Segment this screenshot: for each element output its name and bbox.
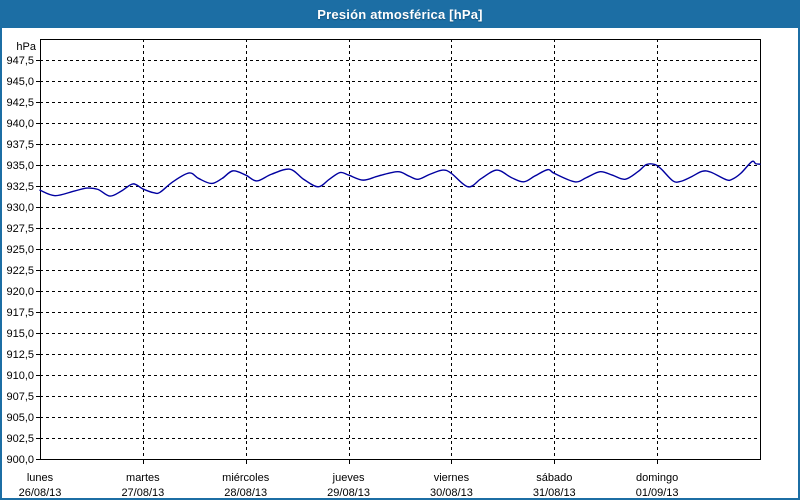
x-axis-date-label: 31/08/13 bbox=[533, 487, 576, 499]
x-axis-date-label: 28/08/13 bbox=[224, 487, 267, 499]
x-axis-weekday-label: martes bbox=[126, 472, 160, 484]
y-axis-tick-label: 917,5 bbox=[6, 307, 34, 319]
x-axis-weekday-label: viernes bbox=[434, 472, 470, 484]
plot-frame bbox=[40, 39, 761, 460]
y-axis-tick-label: 937,5 bbox=[6, 139, 34, 151]
x-axis-weekday-label: domingo bbox=[636, 472, 678, 484]
y-axis-tick-label: 905,0 bbox=[6, 412, 34, 424]
y-axis-tick-label: 940,0 bbox=[6, 118, 34, 130]
window-title: Presión atmosférica [hPa] bbox=[317, 6, 483, 22]
y-axis-tick-label: 945,0 bbox=[6, 76, 34, 88]
y-axis-tick-label: 907,5 bbox=[6, 391, 34, 403]
title-bar: Presión atmosférica [hPa] bbox=[0, 0, 800, 28]
x-axis-date-label: 01/09/13 bbox=[636, 487, 679, 499]
y-axis-tick-label: 912,5 bbox=[6, 349, 34, 361]
x-axis-date-label: 27/08/13 bbox=[121, 487, 164, 499]
y-axis-tick-label: 900,0 bbox=[6, 454, 34, 466]
pressure-data-line bbox=[39, 160, 761, 197]
y-axis-tick-label: 935,0 bbox=[6, 160, 34, 172]
y-axis-tick-label: 947,5 bbox=[6, 55, 34, 67]
x-axis-weekday-label: jueves bbox=[332, 472, 365, 484]
y-axis-tick-label: 910,0 bbox=[6, 370, 34, 382]
y-axis-tick-label: 930,0 bbox=[6, 202, 34, 214]
x-axis-weekday-label: miércoles bbox=[222, 472, 270, 484]
y-axis-tick-label: 915,0 bbox=[6, 328, 34, 340]
x-axis-date-label: 30/08/13 bbox=[430, 487, 473, 499]
y-axis-tick-label: 927,5 bbox=[6, 223, 34, 235]
x-axis-weekday-label: sábado bbox=[536, 472, 572, 484]
y-axis-unit-label: hPa bbox=[16, 41, 36, 53]
y-axis-tick-label: 920,0 bbox=[6, 286, 34, 298]
x-axis-weekday-label: lunes bbox=[27, 472, 54, 484]
y-axis-tick-label: 942,5 bbox=[6, 97, 34, 109]
y-axis-tick-label: 925,0 bbox=[6, 244, 34, 256]
y-axis-tick-label: 932,5 bbox=[6, 181, 34, 193]
y-axis-tick-label: 922,5 bbox=[6, 265, 34, 277]
x-axis-date-label: 29/08/13 bbox=[327, 487, 370, 499]
x-axis-date-label: 26/08/13 bbox=[19, 487, 62, 499]
y-axis-tick-label: 902,5 bbox=[6, 433, 34, 445]
